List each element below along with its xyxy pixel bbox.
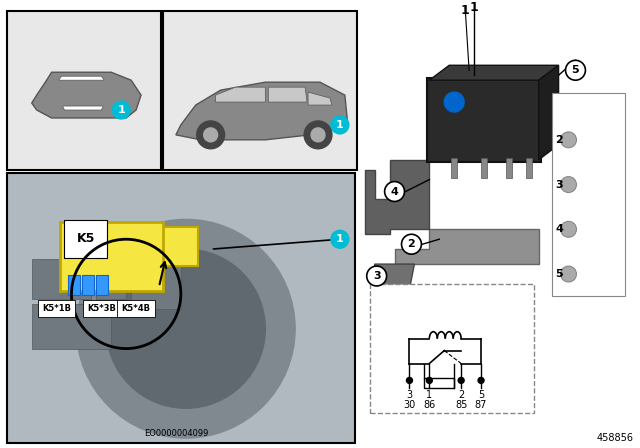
Circle shape: [106, 249, 266, 408]
Polygon shape: [365, 160, 429, 234]
Text: K5*3B: K5*3B: [87, 304, 116, 313]
Text: EO0000004099: EO0000004099: [143, 429, 208, 438]
Circle shape: [204, 128, 218, 142]
Circle shape: [401, 234, 421, 254]
FancyBboxPatch shape: [163, 11, 356, 170]
Text: 1: 1: [336, 120, 344, 130]
Polygon shape: [394, 229, 539, 264]
Circle shape: [331, 230, 349, 248]
Polygon shape: [32, 72, 141, 118]
Circle shape: [385, 181, 404, 202]
FancyBboxPatch shape: [370, 284, 534, 413]
Circle shape: [458, 377, 464, 383]
Circle shape: [406, 377, 412, 383]
Polygon shape: [539, 65, 559, 160]
Polygon shape: [374, 264, 415, 289]
Text: 2: 2: [408, 239, 415, 249]
FancyBboxPatch shape: [506, 158, 512, 177]
Circle shape: [444, 92, 464, 112]
FancyBboxPatch shape: [552, 93, 625, 296]
FancyBboxPatch shape: [7, 11, 161, 170]
Text: 1: 1: [117, 105, 125, 115]
FancyBboxPatch shape: [451, 158, 457, 177]
Text: 1: 1: [426, 390, 433, 401]
Text: 3: 3: [406, 390, 413, 401]
Polygon shape: [176, 82, 348, 140]
Text: 4: 4: [390, 186, 399, 197]
FancyBboxPatch shape: [428, 78, 541, 162]
Circle shape: [311, 128, 325, 142]
FancyBboxPatch shape: [154, 227, 198, 266]
Text: 5: 5: [556, 269, 563, 279]
Circle shape: [561, 221, 577, 237]
Circle shape: [561, 132, 577, 148]
Circle shape: [561, 266, 577, 282]
Polygon shape: [58, 76, 104, 80]
Circle shape: [112, 101, 130, 119]
Text: 85: 85: [455, 400, 467, 410]
FancyBboxPatch shape: [526, 158, 532, 177]
Circle shape: [426, 377, 433, 383]
Circle shape: [76, 220, 295, 438]
FancyBboxPatch shape: [68, 275, 81, 295]
FancyBboxPatch shape: [60, 222, 163, 291]
FancyBboxPatch shape: [424, 379, 454, 388]
Text: K5: K5: [76, 232, 95, 246]
Circle shape: [304, 121, 332, 149]
Polygon shape: [63, 106, 103, 110]
Text: 1: 1: [461, 4, 470, 17]
FancyBboxPatch shape: [481, 158, 487, 177]
FancyBboxPatch shape: [83, 275, 94, 295]
FancyBboxPatch shape: [7, 172, 355, 443]
Text: 86: 86: [423, 400, 435, 410]
Polygon shape: [308, 92, 332, 105]
Polygon shape: [429, 65, 559, 80]
Text: 30: 30: [403, 400, 415, 410]
Text: K5*1B: K5*1B: [42, 304, 71, 313]
Circle shape: [196, 121, 225, 149]
FancyBboxPatch shape: [131, 259, 181, 309]
Text: 4: 4: [556, 224, 563, 234]
Circle shape: [561, 177, 577, 193]
Text: 3: 3: [556, 180, 563, 190]
Text: 3: 3: [373, 271, 380, 281]
Polygon shape: [268, 87, 307, 102]
Polygon shape: [216, 87, 266, 102]
Circle shape: [367, 266, 387, 286]
Text: 2: 2: [556, 135, 563, 145]
Text: 458856: 458856: [596, 433, 633, 443]
Circle shape: [566, 60, 586, 80]
Circle shape: [478, 377, 484, 383]
Text: 87: 87: [475, 400, 487, 410]
Text: 2: 2: [458, 390, 464, 401]
Text: 1: 1: [470, 1, 479, 14]
Text: 5: 5: [572, 65, 579, 75]
Text: K5*4B: K5*4B: [122, 304, 150, 313]
FancyBboxPatch shape: [97, 259, 126, 299]
FancyBboxPatch shape: [32, 259, 92, 299]
Text: 1: 1: [336, 234, 344, 244]
Text: 5: 5: [478, 390, 484, 401]
FancyBboxPatch shape: [32, 304, 111, 349]
FancyBboxPatch shape: [97, 275, 108, 295]
Circle shape: [331, 116, 349, 134]
